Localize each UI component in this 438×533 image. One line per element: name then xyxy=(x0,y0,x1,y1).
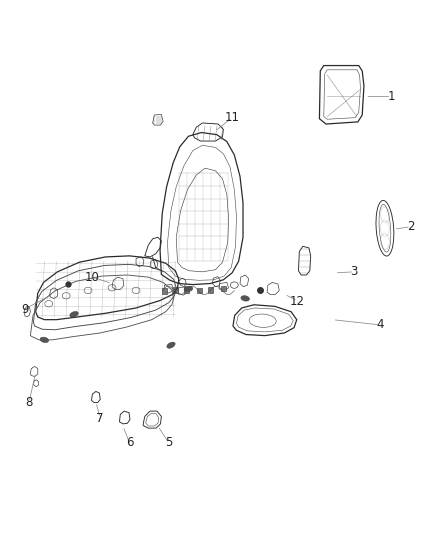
Ellipse shape xyxy=(40,337,49,343)
Ellipse shape xyxy=(241,296,250,301)
Bar xyxy=(162,288,167,294)
Text: 5: 5 xyxy=(165,437,173,449)
Bar xyxy=(197,288,202,293)
Text: 7: 7 xyxy=(96,411,104,424)
Text: 4: 4 xyxy=(377,319,384,332)
Bar xyxy=(221,286,226,292)
Ellipse shape xyxy=(184,286,193,292)
Text: 12: 12 xyxy=(290,295,305,308)
Text: 10: 10 xyxy=(85,271,100,284)
Text: 3: 3 xyxy=(351,265,358,278)
Text: 6: 6 xyxy=(126,437,133,449)
Text: 2: 2 xyxy=(407,220,415,233)
Text: 9: 9 xyxy=(21,303,28,316)
Bar xyxy=(173,287,178,293)
Ellipse shape xyxy=(70,311,78,317)
Bar xyxy=(184,287,189,293)
Text: 1: 1 xyxy=(388,90,395,103)
Text: 8: 8 xyxy=(25,395,33,409)
Bar xyxy=(208,287,213,293)
Text: 11: 11 xyxy=(225,111,240,124)
Ellipse shape xyxy=(167,342,175,348)
